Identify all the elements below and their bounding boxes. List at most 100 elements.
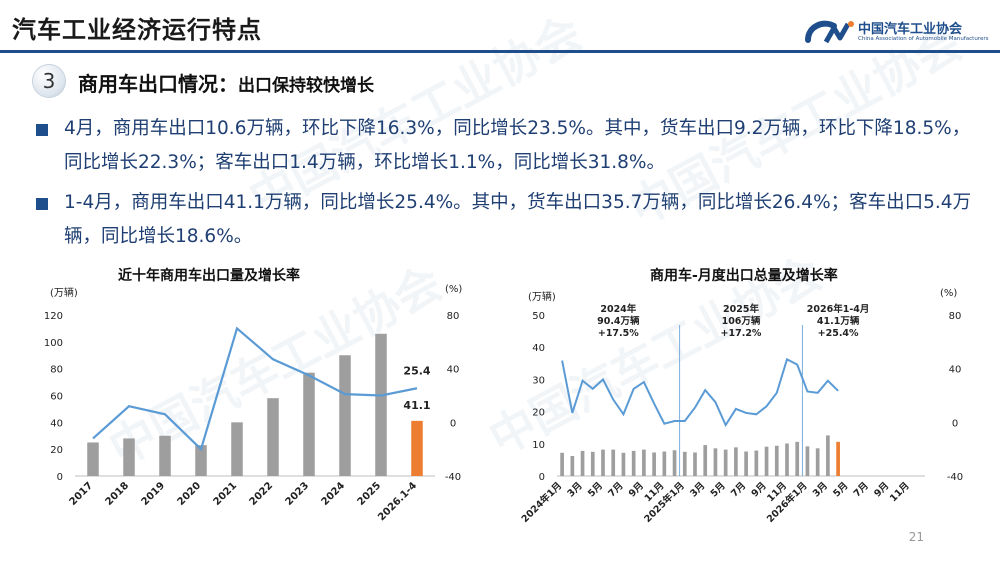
chart1-left-unit: (万辆): [50, 288, 78, 299]
chart2-bar: [703, 445, 708, 476]
chart2-bar: [805, 446, 810, 476]
chart2-bar: [560, 452, 564, 476]
chart2-x-tick-label: 7月: [852, 480, 871, 499]
chart1-bar: [339, 355, 351, 476]
chart2-bar: [672, 450, 677, 476]
chart2-x-tick-label: 5月: [586, 480, 605, 499]
chart2-title: 商用车-月度出口总量及增长率: [650, 268, 838, 284]
chart2-x-tick-label: 3月: [565, 480, 584, 499]
section-subtitle: 出口保持较快增长: [238, 76, 374, 96]
chart2-x-tick-label: 11月: [888, 480, 912, 504]
chart2-bar: [601, 449, 605, 476]
chart2-x-tick-label: 5月: [709, 480, 728, 499]
chart1-right-tick-label: 40: [447, 365, 460, 376]
page-number: 21: [908, 530, 924, 544]
chart2-annotation-label: 2026年1-4月: [807, 303, 870, 315]
chart2-growth-line: [561, 357, 839, 428]
chart2-bar: [652, 452, 656, 476]
bullet-item: 4月，商用车出口10.6万辆，环比下降16.3%，同比增长23.5%。其中，货车…: [36, 112, 976, 180]
chart1-bar: [411, 420, 423, 476]
chart2-bar: [580, 450, 585, 476]
chart1-x-tick-label: 2019: [140, 480, 167, 507]
bullet-square-icon: [36, 124, 48, 136]
chart2-annotation-growth: +17.5%: [598, 328, 639, 339]
header-divider: [0, 50, 1000, 53]
chart1-x-tick-label: 2018: [104, 480, 131, 507]
chart2-bar: [836, 441, 840, 476]
chart1-x-tick-label: 2025: [356, 480, 383, 507]
logo-cn-text: 中国汽车工业协会: [858, 22, 963, 37]
chart2-bar: [795, 441, 800, 476]
chart2-right-tick-label: 0: [952, 418, 958, 429]
caam-logo-icon: [805, 20, 854, 44]
chart1-bar: [123, 438, 135, 476]
chart2-bar: [631, 450, 636, 476]
chart2-bar: [785, 443, 789, 476]
chart1-x-tick-label: 2020: [176, 480, 203, 507]
chart1-bar: [87, 442, 99, 476]
chart2-x-tick-label: 2024年1月: [519, 480, 564, 525]
chart1-left-tick-label: 40: [50, 418, 63, 429]
chart1-growth-line: [92, 326, 418, 452]
chart2-bar: [723, 449, 728, 476]
chart1-x-tick-label: 2017: [68, 480, 95, 507]
chart1-bar: [231, 422, 243, 476]
chart2-annotation-label: 2025年: [723, 303, 759, 315]
chart2-left-tick-label: 0: [539, 472, 545, 483]
chart2-annotation-value: 90.4万辆: [597, 315, 640, 327]
chart1-left-tick-label: 100: [44, 338, 63, 349]
chart2-x-tick-label: 7月: [606, 480, 625, 499]
chart1-left-tick-label: 120: [44, 311, 63, 322]
chart1-bar-data-label: 41.1: [403, 399, 430, 412]
chart2-bar: [590, 451, 595, 476]
chart2-bar: [826, 435, 830, 476]
chart2-annotation-value: 106万辆: [722, 315, 761, 327]
chart1-bar: [159, 435, 171, 476]
chart2-bar: [642, 449, 646, 476]
chart1-right-tick-label: -40: [445, 472, 461, 483]
chart1-left-tick-label: 0: [57, 472, 63, 483]
chart2-right-unit: (%): [940, 288, 958, 299]
chart2-bar: [682, 451, 687, 476]
chart2-bar: [744, 451, 748, 476]
bullet-text: 1-4月，商用车出口41.1万辆，同比增长25.4%。其中，货车出口35.7万辆…: [64, 192, 972, 247]
chart2-bar: [611, 449, 616, 476]
chart1-left-tick-label: 20: [50, 445, 63, 456]
chart2-left-tick-label: 30: [532, 375, 545, 386]
chart2-left-tick-label: 10: [532, 440, 545, 451]
bullet-square-icon: [36, 198, 48, 210]
chart2-bar: [815, 448, 820, 476]
section-number: 3: [32, 64, 66, 98]
chart2-bar: [734, 447, 738, 476]
chart2-bar: [621, 452, 626, 476]
chart1-left-tick-label: 60: [50, 392, 63, 403]
chart1-x-tick-label: 2024: [320, 480, 347, 507]
chart2-annotation-value: 41.1万辆: [817, 315, 860, 327]
chart2-x-tick-label: 3月: [811, 480, 830, 499]
chart2-annotation-label: 2024年: [600, 303, 636, 315]
chart2-bar: [764, 446, 769, 476]
chart2-left-tick-label: 20: [532, 408, 545, 419]
chart2-bar: [774, 445, 779, 476]
chart2-x-tick-label: 7月: [729, 480, 748, 499]
chart2-annotation-growth: +25.4%: [818, 328, 859, 339]
section-title: 商用车出口情况：出口保持较快增长: [78, 68, 374, 97]
chart1-title: 近十年商用车出口量及增长率: [118, 268, 300, 284]
chart2-left-tick-label: 40: [532, 343, 545, 354]
chart1-line-data-label: 25.4: [403, 364, 430, 377]
chart1-x-tick-label: 2022: [248, 480, 275, 507]
chart1-right-unit: (%): [445, 284, 463, 295]
chart1-bar: [375, 333, 387, 476]
logo-en-text: China Association of Automobile Manufact…: [858, 36, 989, 42]
chart2-left-tick-label: 50: [532, 311, 545, 322]
chart1-x-tick-label: 2021: [212, 480, 239, 507]
section-title-main: 商用车出口情况：: [78, 72, 238, 96]
chart2-left-unit: (万辆): [528, 292, 556, 303]
chart2-right-tick-label: 80: [949, 311, 962, 322]
chart2-x-tick-label: 3月: [688, 480, 707, 499]
chart2-bar: [713, 448, 718, 476]
chart1-bar: [267, 398, 279, 476]
chart2-bar: [570, 456, 575, 476]
chart2-right-tick-label: 40: [949, 365, 962, 376]
